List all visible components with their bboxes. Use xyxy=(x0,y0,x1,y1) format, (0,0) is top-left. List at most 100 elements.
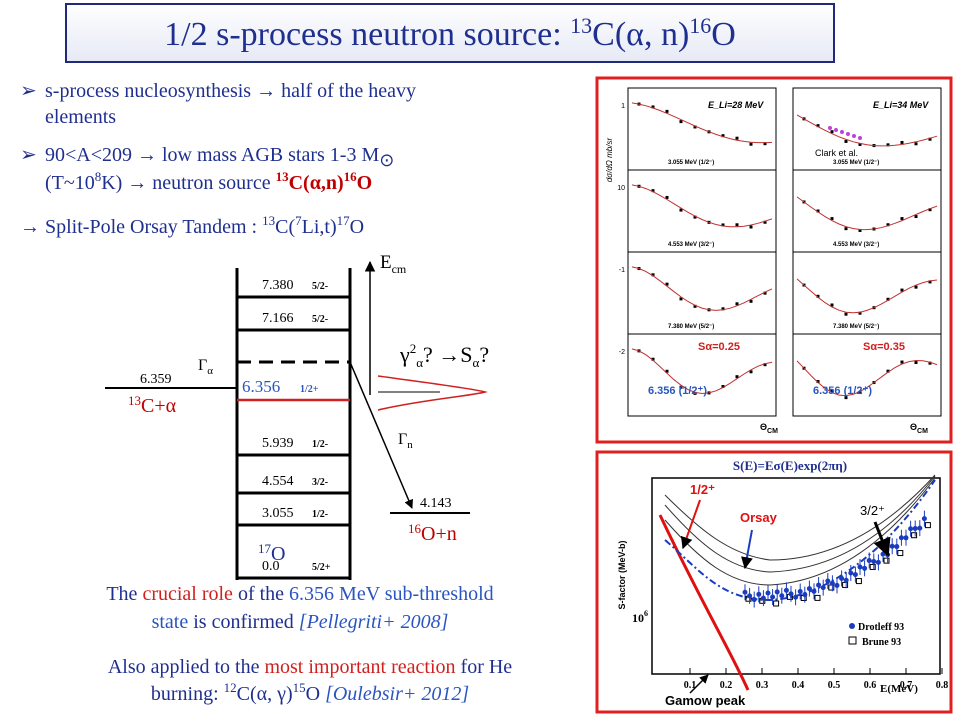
data-point xyxy=(912,525,918,531)
fit-curve xyxy=(796,196,938,231)
data-point xyxy=(848,570,854,576)
data-point xyxy=(858,142,862,146)
legend-entry: Brune 93 xyxy=(862,637,901,648)
legend-symbol xyxy=(848,636,857,645)
bullet-text: Split-Pole Orsay Tandem : 13C(7Li,t)17O xyxy=(45,213,364,238)
subplot-frame xyxy=(627,333,777,417)
data-point xyxy=(900,288,904,292)
entrance-energy: 6.359 xyxy=(140,372,172,387)
data-point xyxy=(651,189,655,193)
data-point xyxy=(839,575,845,581)
data-point xyxy=(665,369,669,373)
data-point xyxy=(914,285,918,289)
data-point xyxy=(749,299,753,303)
data-point xyxy=(844,227,848,231)
bullet-text: elements xyxy=(45,106,116,128)
level-energy: 4.554 xyxy=(262,474,294,489)
data-point xyxy=(886,223,890,227)
bullet-marker: ➢ xyxy=(20,80,37,102)
y-tick: -1 xyxy=(619,267,625,274)
data-point xyxy=(665,109,669,113)
data-point xyxy=(779,593,785,599)
y-tick: 10 xyxy=(617,185,625,192)
data-point xyxy=(928,361,932,365)
decay-arrow xyxy=(349,361,413,509)
y-tick: 1 xyxy=(621,103,625,110)
data-point xyxy=(749,370,753,374)
data-point xyxy=(889,543,895,549)
level-spin: 1/2- xyxy=(312,509,328,520)
data-point xyxy=(857,564,863,570)
data-point xyxy=(900,360,904,364)
arrow xyxy=(680,499,701,550)
data-point xyxy=(811,588,817,594)
data-point xyxy=(880,551,886,557)
bullet-text: 90<A<209 → low mass AGB stars 1-3 M⊙ xyxy=(45,144,394,170)
bullet-marker: ➢ xyxy=(20,144,37,166)
data-point xyxy=(721,223,725,227)
gamma-alpha: Γα xyxy=(198,357,213,377)
data-point xyxy=(679,385,683,389)
data-point xyxy=(908,526,914,532)
data-point xyxy=(763,220,767,224)
data-point xyxy=(693,391,697,395)
data-point xyxy=(816,380,820,384)
row-label: 3.055 MeV (1/2⁻) xyxy=(833,160,879,166)
fit-curve xyxy=(631,184,773,228)
question: γ2α? →Sα? xyxy=(399,341,489,370)
column-label: E_Li=28 MeV xyxy=(708,100,764,110)
data-point xyxy=(898,535,904,541)
data-point xyxy=(749,142,753,146)
data-point xyxy=(921,516,927,522)
data-point xyxy=(830,130,834,134)
data-point xyxy=(735,136,739,140)
level-energy: 6.356 xyxy=(242,377,280,396)
data-point xyxy=(756,591,762,597)
data-point xyxy=(679,208,683,212)
data-point-open xyxy=(855,578,862,585)
x-tick-label: 0.3 xyxy=(756,680,769,691)
data-point xyxy=(742,589,748,595)
clark-point xyxy=(846,132,850,136)
label-gamow: Gamow peak xyxy=(665,693,746,708)
level-energy: 0.0 xyxy=(262,559,280,574)
title: 1/2 s-process neutron source: 13C(α, n)1… xyxy=(164,13,736,53)
fit-curve xyxy=(796,278,938,314)
curve xyxy=(664,474,936,561)
data-point xyxy=(820,585,826,591)
data-point xyxy=(651,357,655,361)
data-point xyxy=(928,280,932,284)
clark-point xyxy=(840,130,844,134)
level-scheme: 6.359 13C+α Γα Ecm γ2α? →Sα? Γn 4.143 16… xyxy=(105,252,489,580)
data-point xyxy=(928,208,932,212)
data-point xyxy=(830,303,834,307)
fit-curve xyxy=(796,114,938,147)
level-energy: 7.166 xyxy=(262,311,294,326)
data-point xyxy=(735,302,739,306)
data-point xyxy=(886,297,890,301)
fit-curve xyxy=(796,359,938,397)
data-point xyxy=(747,593,753,599)
level-spin: 5/2- xyxy=(312,314,328,325)
level-spin: 3/2- xyxy=(312,477,328,488)
data-point-open xyxy=(911,532,918,539)
x-label: ΘCM xyxy=(760,422,778,435)
data-point xyxy=(886,143,890,147)
data-point xyxy=(665,282,669,286)
paragraph-line: burning: 12C(α, γ)15O [Oulebsir+ 2012] xyxy=(151,680,469,705)
level-spin: 5/2+ xyxy=(312,562,331,573)
data-point xyxy=(793,594,799,600)
row-label: 4.553 MeV (3/2⁻) xyxy=(668,242,714,248)
level-energy: 7.380 xyxy=(262,278,294,293)
data-point xyxy=(858,311,862,315)
bullet-text: s-process nucleosynthesis → half of the … xyxy=(45,80,416,102)
paragraph-line: The crucial role of the 6.356 MeV sub-th… xyxy=(106,583,493,605)
row-label: 3.055 MeV (1/2⁻) xyxy=(668,160,714,166)
data-point xyxy=(816,124,820,128)
clark-point xyxy=(828,126,832,130)
panel-border xyxy=(595,76,953,444)
row-label: 4.553 MeV (3/2⁻) xyxy=(833,242,879,248)
paragraphs: The crucial role of the 6.356 MeV sub-th… xyxy=(106,583,512,705)
title-box xyxy=(65,3,835,63)
